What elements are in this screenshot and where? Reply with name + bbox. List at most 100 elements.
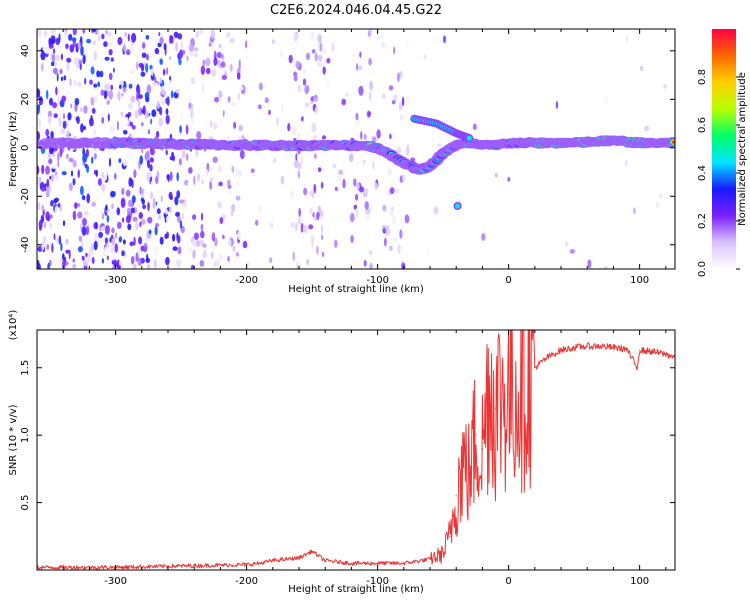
spectrum-noise-cell <box>63 75 67 81</box>
spectrum-noise-cell <box>97 178 102 186</box>
spectrum-noise-cell <box>187 181 190 186</box>
spectrum-noise-cell <box>257 104 262 110</box>
spectrum-noise-cell <box>154 226 158 236</box>
spectrum-noise-cell <box>180 41 183 50</box>
spectrum-noise-cell <box>62 113 66 120</box>
spectrum-noise-cell <box>147 216 153 224</box>
spectrum-noise-cell <box>196 131 202 140</box>
spectrum-noise-cell <box>70 170 74 177</box>
spectrum-noise-cell <box>316 211 320 220</box>
colorbar-label: Normalized spectral amplitude <box>737 72 748 226</box>
spectrum-noise-cell <box>363 260 367 267</box>
spectrum-noise-cell <box>186 153 189 161</box>
snr-data-point <box>442 553 444 555</box>
spectrum-noise-cell <box>38 117 41 128</box>
spectrum-noise-cell <box>97 122 100 131</box>
spectrum-noise-cell <box>300 157 303 165</box>
spectrum-noise-cell <box>298 217 301 225</box>
spectrum-noise-cell <box>149 148 155 156</box>
spectrum-noise-cell <box>98 34 101 42</box>
spectrum-noise-cell <box>129 121 133 127</box>
spectrum-noise-cell <box>92 128 96 135</box>
spectrum-noise-cell <box>196 173 201 182</box>
spectrum-noise-cell <box>40 62 44 72</box>
spectrum-noise-cell <box>118 236 123 243</box>
spectrum-noise-cell <box>320 224 324 235</box>
spectrum-noise-cell <box>208 165 212 172</box>
spectrum-noise-cell <box>368 91 372 102</box>
spectrum-noise-cell <box>49 97 53 106</box>
spectrum-noise-cell <box>186 55 189 62</box>
snr-x-tick-label: 0 <box>505 576 511 587</box>
spectrum-noise-cell <box>86 164 90 173</box>
spectrum-noise-cell <box>326 78 331 88</box>
spectrum-noise-cell <box>37 245 43 252</box>
spectrum-noise-cell <box>365 208 371 216</box>
spectrum-noise-cell <box>321 49 327 55</box>
spectrum-noise-cell <box>188 167 193 174</box>
spectrum-noise-cell <box>193 175 196 186</box>
spectrum-noise-cell <box>114 232 117 239</box>
spectrum-noise-cell <box>338 169 344 175</box>
spectrum-noise-cell <box>225 260 231 269</box>
spectrum-noise-cell <box>82 153 88 163</box>
spectrum-noise-cell <box>158 214 162 220</box>
spectrum-noise-cell <box>238 86 244 91</box>
spectrum-noise-cell <box>72 210 77 221</box>
spectrum-noise-cell <box>220 61 226 68</box>
spectrum-noise-cell <box>63 51 68 58</box>
spectrum-noise-cell <box>83 125 86 131</box>
spectrogram-x-tick-label: -100 <box>366 275 389 286</box>
spectrum-noise-cell <box>149 164 153 172</box>
spectrum-noise-cell <box>96 70 101 78</box>
spectrum-noise-cell <box>209 180 213 190</box>
spectrum-noise-cell <box>376 129 381 139</box>
snr-data-point <box>501 394 503 396</box>
spectrum-noise-cell <box>92 40 97 46</box>
spectrum-noise-cell <box>163 124 169 132</box>
spectrum-noise-cell <box>162 90 167 97</box>
spectrum-noise-cell <box>192 237 197 248</box>
spectrum-noise-cell <box>93 51 98 61</box>
spectrogram-y-tick-label: 20 <box>20 93 31 106</box>
spectrum-noise-cell <box>353 178 357 187</box>
spectrum-noise-cell <box>103 89 108 100</box>
spectrum-noise-cell <box>293 159 300 169</box>
spectrum-noise-cell <box>37 29 42 38</box>
spectrum-noise-cell <box>194 52 198 58</box>
spectrum-noise-cell <box>102 191 106 196</box>
spectrum-noise-cell <box>297 170 300 179</box>
spectrum-noise-cell <box>110 57 114 62</box>
spectrum-noise-cell <box>569 249 576 254</box>
spectrum-noise-cell <box>68 249 71 260</box>
spectrum-noise-cell <box>293 75 298 82</box>
spectrum-noise-cell <box>48 158 53 165</box>
spectrum-noise-cell <box>287 123 291 132</box>
spectrum-noise-cell <box>37 201 41 211</box>
spectrum-noise-cell <box>369 29 373 34</box>
spectrum-noise-cell <box>231 102 236 107</box>
spectrum-noise-cell <box>255 219 259 226</box>
spectrum-noise-cell <box>333 239 338 248</box>
spectrum-noise-cell <box>175 42 178 52</box>
spectrum-noise-cell <box>399 102 402 111</box>
spectrum-noise-cell <box>145 34 150 40</box>
spectrum-noise-cell <box>162 188 168 197</box>
snr-background <box>37 330 675 570</box>
spectrum-noise-cell <box>71 37 77 42</box>
spectrum-noise-cell <box>317 54 323 62</box>
spectrum-noise-cell <box>107 113 110 122</box>
spectrum-noise-cell <box>308 224 314 230</box>
spectrum-noise-cell <box>205 67 211 75</box>
spectrum-noise-cell <box>96 164 100 170</box>
spectrum-noise-cell <box>91 29 97 33</box>
spectrum-noise-cell <box>242 240 248 249</box>
spectrum-noise-cell <box>134 109 139 119</box>
spectrum-noise-cell <box>43 30 48 38</box>
snr-frame <box>36 329 676 571</box>
spectrum-noise-cell <box>368 58 372 66</box>
spectrum-noise-cell <box>317 60 323 68</box>
spectrum-noise-cell <box>209 80 212 88</box>
spectrum-noise-cell <box>81 226 87 236</box>
spectrum-noise-cell <box>235 195 241 201</box>
